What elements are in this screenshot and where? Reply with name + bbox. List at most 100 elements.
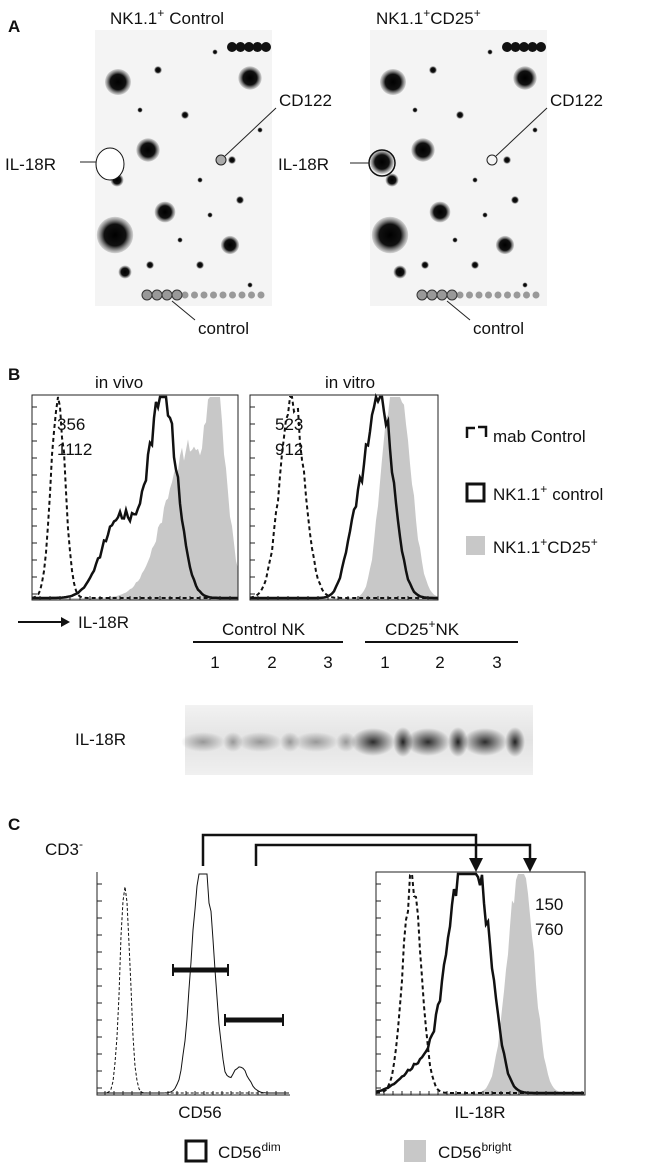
spot <box>527 42 538 52</box>
blot-band <box>448 727 468 757</box>
callout-circle <box>446 289 458 301</box>
panel-label: B <box>8 365 20 384</box>
histogram-dashed <box>31 396 238 599</box>
spot <box>146 261 154 269</box>
mfi-value: 150 <box>535 895 563 914</box>
spot <box>504 291 511 299</box>
array-title: NK1.1+ Control <box>110 6 224 28</box>
legend-label: NK1.1+CD25+ <box>493 535 598 557</box>
spot <box>421 261 429 269</box>
spot <box>471 261 479 269</box>
spot <box>229 291 236 299</box>
legend-swatch <box>184 1139 208 1163</box>
lane-label: 1 <box>210 653 219 672</box>
spot <box>371 216 409 254</box>
text-part: NK1.1 <box>493 538 540 557</box>
spot <box>238 66 262 90</box>
connector <box>254 843 532 866</box>
plot-title: in vitro <box>325 373 375 392</box>
callout-line <box>446 300 471 321</box>
text-part: control <box>552 485 603 504</box>
callout-circle <box>436 289 448 301</box>
text-part: bright <box>481 1140 512 1154</box>
plot-frame <box>375 871 586 1096</box>
legend-label: CD56dim <box>218 1140 281 1162</box>
blot-band <box>406 728 450 756</box>
spot <box>197 177 203 183</box>
text-part: CD56 <box>438 1143 481 1162</box>
plot-title: in vivo <box>95 373 143 392</box>
axis-label: CD56 <box>178 1103 221 1122</box>
spot <box>452 237 458 243</box>
axis-label: IL-18R <box>454 1103 505 1122</box>
callout-label: CD122 <box>279 91 332 110</box>
spot <box>196 261 204 269</box>
callout-label: control <box>473 319 524 338</box>
mfi-value: 1112 <box>57 440 92 459</box>
spot <box>227 42 237 52</box>
spot <box>503 156 511 164</box>
histogram-solid <box>250 392 438 600</box>
row-label: IL-18R <box>75 730 126 749</box>
spot <box>236 196 244 204</box>
blot-band <box>238 732 282 752</box>
spot <box>466 291 473 299</box>
text-part: NK1.1 <box>493 485 540 504</box>
lane-label: 2 <box>435 653 444 672</box>
spot <box>456 111 464 119</box>
histogram-solid <box>97 873 289 1094</box>
spot <box>238 291 246 299</box>
panel-label: C <box>8 815 20 834</box>
spot <box>257 127 263 133</box>
blot-band <box>351 728 395 756</box>
text-part: NK <box>435 620 459 639</box>
spot <box>247 282 253 288</box>
spot <box>495 235 515 255</box>
blot-band <box>463 728 507 756</box>
callout-circle <box>141 289 153 301</box>
plot-frame <box>31 394 239 601</box>
lane-label: 3 <box>323 653 332 672</box>
spot <box>244 42 254 52</box>
spot <box>522 282 528 288</box>
blot-band <box>336 732 356 752</box>
text-part: CD3 <box>45 840 79 859</box>
spot <box>252 42 263 52</box>
legend-swatch <box>465 425 488 438</box>
callout-line <box>495 107 548 157</box>
legend-label: CD56bright <box>438 1140 512 1162</box>
callout-circle <box>161 289 173 301</box>
spot <box>536 42 546 52</box>
spot <box>456 291 464 299</box>
callout-circle <box>151 289 163 301</box>
text-part: + <box>423 6 430 20</box>
spot <box>210 291 217 299</box>
spot <box>200 291 208 299</box>
text-part: - <box>79 837 83 851</box>
lane-label: 1 <box>380 653 389 672</box>
text-part: CD25 <box>430 9 473 28</box>
text-part: + <box>157 6 164 20</box>
callout-label: IL-18R <box>5 155 56 174</box>
text-part: Control NK <box>222 620 306 639</box>
text-part: + <box>428 617 435 631</box>
spot <box>370 150 394 174</box>
spot <box>513 66 537 90</box>
legend-swatch <box>465 482 486 503</box>
axis-label: IL-18R <box>78 613 129 632</box>
spot <box>511 196 519 204</box>
axis-arrow-head <box>61 617 70 627</box>
legend-swatch <box>404 1140 426 1162</box>
spot <box>487 49 493 55</box>
spot <box>261 42 271 52</box>
callout-label: CD122 <box>550 91 603 110</box>
spot <box>429 201 451 223</box>
group-label: Control NK <box>222 620 306 639</box>
blot-band <box>181 732 225 752</box>
text-part: Control <box>169 9 224 28</box>
spot <box>412 107 418 113</box>
spot <box>96 216 134 254</box>
spot <box>212 49 218 55</box>
mfi-value: 912 <box>275 440 303 459</box>
